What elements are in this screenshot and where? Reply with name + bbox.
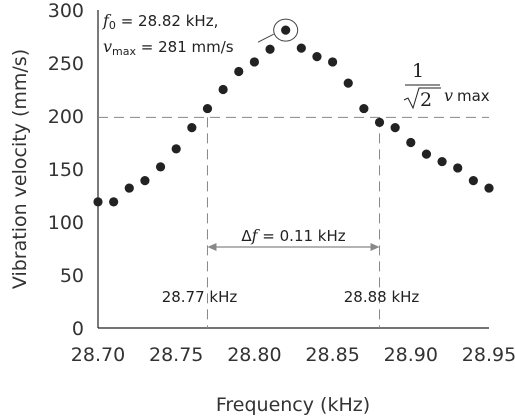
y-tick-label: 300 [48,0,84,22]
x-axis-title: Frequency (kHz) [216,394,370,416]
data-point [281,25,291,35]
y-tick-labels: 0 50 100 150 200 250 300 [48,0,84,340]
data-point [202,103,213,114]
bandwidth-arrow [207,243,380,251]
svg-text:v: v [444,86,453,105]
data-point [124,183,134,193]
y-axis-title: Vibration velocity (mm/s) [9,49,31,289]
x-tick-label: 28.90 [384,344,438,366]
y-tick-label: 150 [48,159,84,181]
data-point [187,123,197,133]
data-point [312,52,322,62]
peak-f0-annotation: f0 = 28.82 kHz, [102,11,218,32]
data-point [359,103,369,114]
x-tick-label: 28.85 [305,344,359,366]
x-tick-label: 28.75 [149,344,203,366]
right-cutoff-label: 28.88 kHz [344,288,420,306]
x-tick-labels: 28.70 28.75 28.80 28.85 28.90 28.95 [71,344,515,366]
data-point [437,156,447,167]
data-point [296,43,306,53]
data-point [140,176,150,186]
y-tick-label: 0 [72,318,84,340]
data-point [406,137,416,148]
data-point [265,44,275,54]
data-point [328,57,338,67]
peak-leader-line [257,33,274,43]
data-point [109,197,119,207]
data-point [249,57,259,67]
data-point [453,163,463,173]
sqrt-sign [403,87,441,110]
data-point [171,144,181,154]
data-point [155,162,166,172]
y-tick-label: 250 [48,53,84,75]
data-point [343,78,353,88]
data-points [93,25,494,207]
data-point [234,66,244,77]
svg-text:1: 1 [412,60,424,82]
bandwidth-label: Δf = 0.11 kHz [241,226,345,245]
left-cutoff-label: 28.77 kHz [162,288,238,306]
data-point [218,84,228,95]
svg-text:2: 2 [420,89,432,111]
y-tick-label: 200 [48,106,84,128]
svg-text:max: max [457,87,490,105]
x-tick-label: 28.95 [462,344,515,366]
peak-vmax-annotation: vmax = 281 mm/s [103,37,234,58]
data-point [468,176,478,186]
peak-highlight-ellipse [273,18,299,42]
reference-lines [98,116,489,328]
data-point [421,149,432,159]
y-tick-label: 50 [60,265,84,287]
data-point [93,197,103,207]
half-power-label: 1 2 v max [403,60,490,111]
data-point [484,183,494,193]
data-point [374,117,385,127]
x-tick-label: 28.80 [227,344,281,366]
y-tick-label: 100 [48,212,84,234]
x-tick-label: 28.70 [71,344,125,366]
data-point [390,123,400,133]
